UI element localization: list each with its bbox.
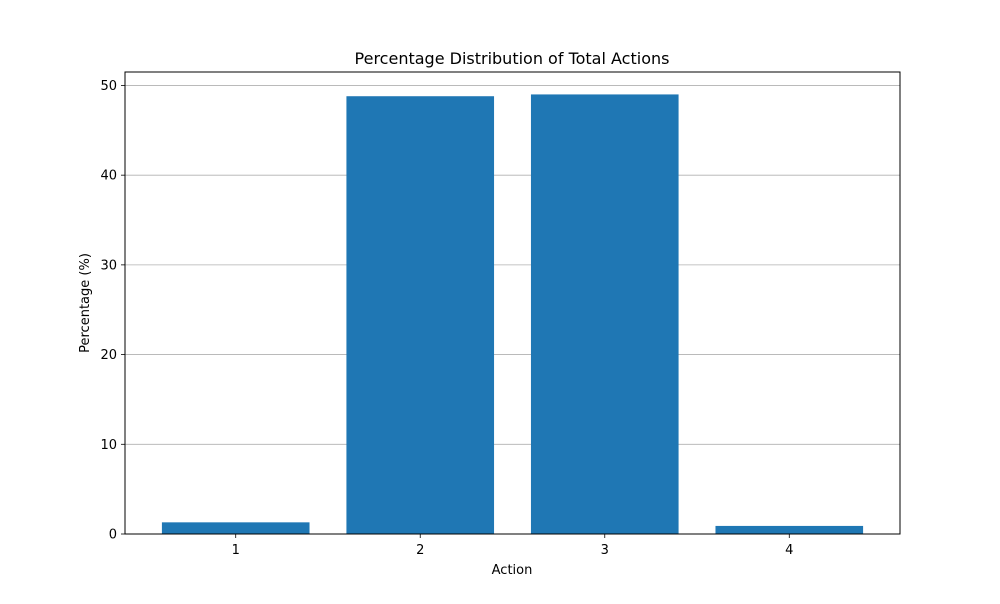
x-tick-label: 4 [785,543,793,558]
bar-action-4 [715,525,864,534]
y-tick-label: 30 [100,258,117,273]
axes [121,71,901,538]
y-tick-label: 40 [100,169,117,184]
bars [161,94,864,534]
bar-action-2 [346,96,495,534]
chart-title: Percentage Distribution of Total Actions [355,49,670,68]
y-tick-label: 0 [109,528,117,543]
plot-frame [124,71,901,535]
tick-labels: 0 10 20 30 40 50 1 2 3 4 [100,79,793,558]
y-tick-label: 50 [100,79,117,94]
x-tick-label: 3 [601,543,609,558]
y-axis-label: Percentage (%) [78,253,93,353]
x-tick-label: 1 [232,543,240,558]
x-axis-label: Action [492,563,533,578]
y-tick-label: 20 [100,348,117,363]
x-tick-label: 2 [416,543,424,558]
bar-action-1 [161,522,310,534]
bar-action-3 [530,94,679,534]
grid-lines [125,85,900,535]
y-tick-label: 10 [100,438,117,453]
